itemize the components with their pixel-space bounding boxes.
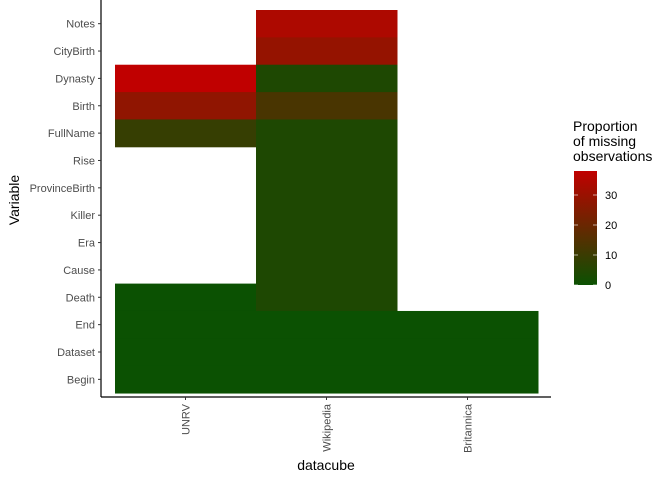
x-tick-label: UNRV bbox=[181, 403, 193, 435]
heatmap-cell bbox=[256, 119, 398, 148]
heatmap-cell bbox=[397, 365, 539, 394]
x-tick-label: Britannica bbox=[463, 403, 475, 453]
y-tick-label: Birth bbox=[72, 101, 95, 113]
heatmap-cell bbox=[256, 174, 398, 203]
legend-tick-label: 10 bbox=[605, 250, 617, 262]
heatmap-cell bbox=[256, 201, 398, 230]
heatmap-cell bbox=[256, 37, 398, 66]
heatmap-cell bbox=[256, 283, 398, 312]
y-tick-label: ProvinceBirth bbox=[30, 183, 95, 195]
y-tick-label: Era bbox=[78, 238, 96, 250]
x-axis-title: datacube bbox=[297, 457, 355, 473]
y-tick-label: CityBirth bbox=[53, 46, 95, 58]
heatmap-cell bbox=[256, 256, 398, 285]
y-tick-label: Dataset bbox=[57, 347, 95, 359]
legend-tick-label: 30 bbox=[605, 190, 617, 202]
heatmap-cell bbox=[256, 310, 398, 339]
legend-tick-label: 20 bbox=[605, 220, 617, 232]
heatmap-cell bbox=[115, 365, 257, 394]
heatmap-cell bbox=[256, 228, 398, 257]
heatmap-cell bbox=[115, 64, 257, 93]
y-tick-label: Dynasty bbox=[55, 73, 95, 85]
legend-title-line: Proportion bbox=[573, 118, 638, 134]
heatmap-cell bbox=[256, 10, 398, 38]
y-tick-label: Cause bbox=[63, 265, 95, 277]
y-tick-label: Begin bbox=[67, 374, 95, 386]
x-tick-label: Wikipedia bbox=[322, 403, 334, 452]
y-tick-label: End bbox=[75, 320, 95, 332]
y-tick-label: Killer bbox=[71, 210, 96, 222]
legend-tick-label: 0 bbox=[605, 280, 611, 292]
heatmap-cell bbox=[115, 310, 257, 339]
heatmap-cell bbox=[256, 146, 398, 175]
y-axis-title: Variable bbox=[6, 175, 22, 226]
y-tick-label: FullName bbox=[48, 128, 95, 140]
heatmap-cell bbox=[115, 119, 257, 148]
heatmap-cell bbox=[397, 338, 539, 367]
heatmap-cell bbox=[397, 310, 539, 339]
legend-colorbar bbox=[574, 171, 597, 285]
legend-title-line: of missing bbox=[573, 133, 636, 149]
heatmap-cell bbox=[256, 338, 398, 367]
heatmap-cell bbox=[115, 338, 257, 367]
heatmap-cell bbox=[115, 283, 257, 312]
heatmap-cell bbox=[256, 92, 398, 120]
heatmap-cell bbox=[115, 92, 257, 120]
heatmap-cell bbox=[256, 64, 398, 93]
y-tick-label: Death bbox=[66, 292, 95, 304]
y-tick-label: Notes bbox=[66, 19, 95, 31]
heatmap-cell bbox=[256, 365, 398, 394]
y-tick-label: Rise bbox=[73, 155, 95, 167]
legend-title-line: observations bbox=[573, 148, 652, 164]
